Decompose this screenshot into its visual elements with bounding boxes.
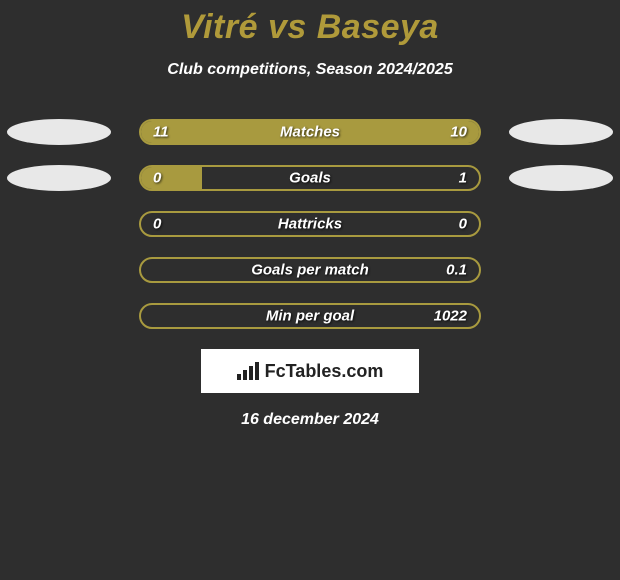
main-container: Vitré vs Baseya Club competitions, Seaso…	[0, 0, 620, 429]
barchart-icon	[237, 362, 259, 380]
stat-value-right: 0	[459, 216, 467, 233]
bar-fill-left	[141, 167, 202, 189]
stat-label: Hattricks	[278, 216, 342, 233]
team-badge-left	[7, 165, 111, 191]
stats-rows: 11Matches100Goals10Hattricks0Goals per m…	[0, 119, 620, 329]
stat-label: Matches	[280, 124, 340, 141]
team-badge-left	[7, 119, 111, 145]
logo: FcTables.com	[237, 361, 384, 382]
stat-bar: Goals per match 0.1	[139, 257, 481, 283]
stat-row: 11 Matches 10	[0, 119, 620, 145]
stat-value-right: 10	[450, 124, 467, 141]
stat-value-right: 0.1	[446, 262, 467, 279]
stat-label: Min per goal	[266, 308, 354, 325]
stat-value-left: 0	[153, 170, 161, 187]
stat-bar: 0 Hattricks 0	[139, 211, 481, 237]
stat-row: 0 Hattricks 0	[0, 211, 620, 237]
season-subtitle: Club competitions, Season 2024/2025	[0, 61, 620, 79]
stat-row: 0 Goals 1	[0, 165, 620, 191]
stat-bar: 11 Matches 10	[139, 119, 481, 145]
team-badge-right	[509, 165, 613, 191]
stat-row: Min per goal 1022	[0, 303, 620, 329]
stat-bar: Min per goal 1022	[139, 303, 481, 329]
logo-text: FcTables.com	[265, 361, 384, 382]
stat-value-left: 0	[153, 216, 161, 233]
stat-row: Goals per match 0.1	[0, 257, 620, 283]
logo-box: FcTables.com	[201, 349, 419, 393]
date-line: 16 december 2024	[0, 411, 620, 429]
stat-label: Goals per match	[251, 262, 369, 279]
team-badge-right	[509, 119, 613, 145]
stat-value-left: 11	[153, 124, 169, 141]
stat-bar: 0 Goals 1	[139, 165, 481, 191]
stat-label: Goals	[289, 170, 331, 187]
stat-value-right: 1	[459, 170, 467, 187]
match-title: Vitré vs Baseya	[0, 8, 620, 47]
stat-value-right: 1022	[434, 308, 467, 325]
